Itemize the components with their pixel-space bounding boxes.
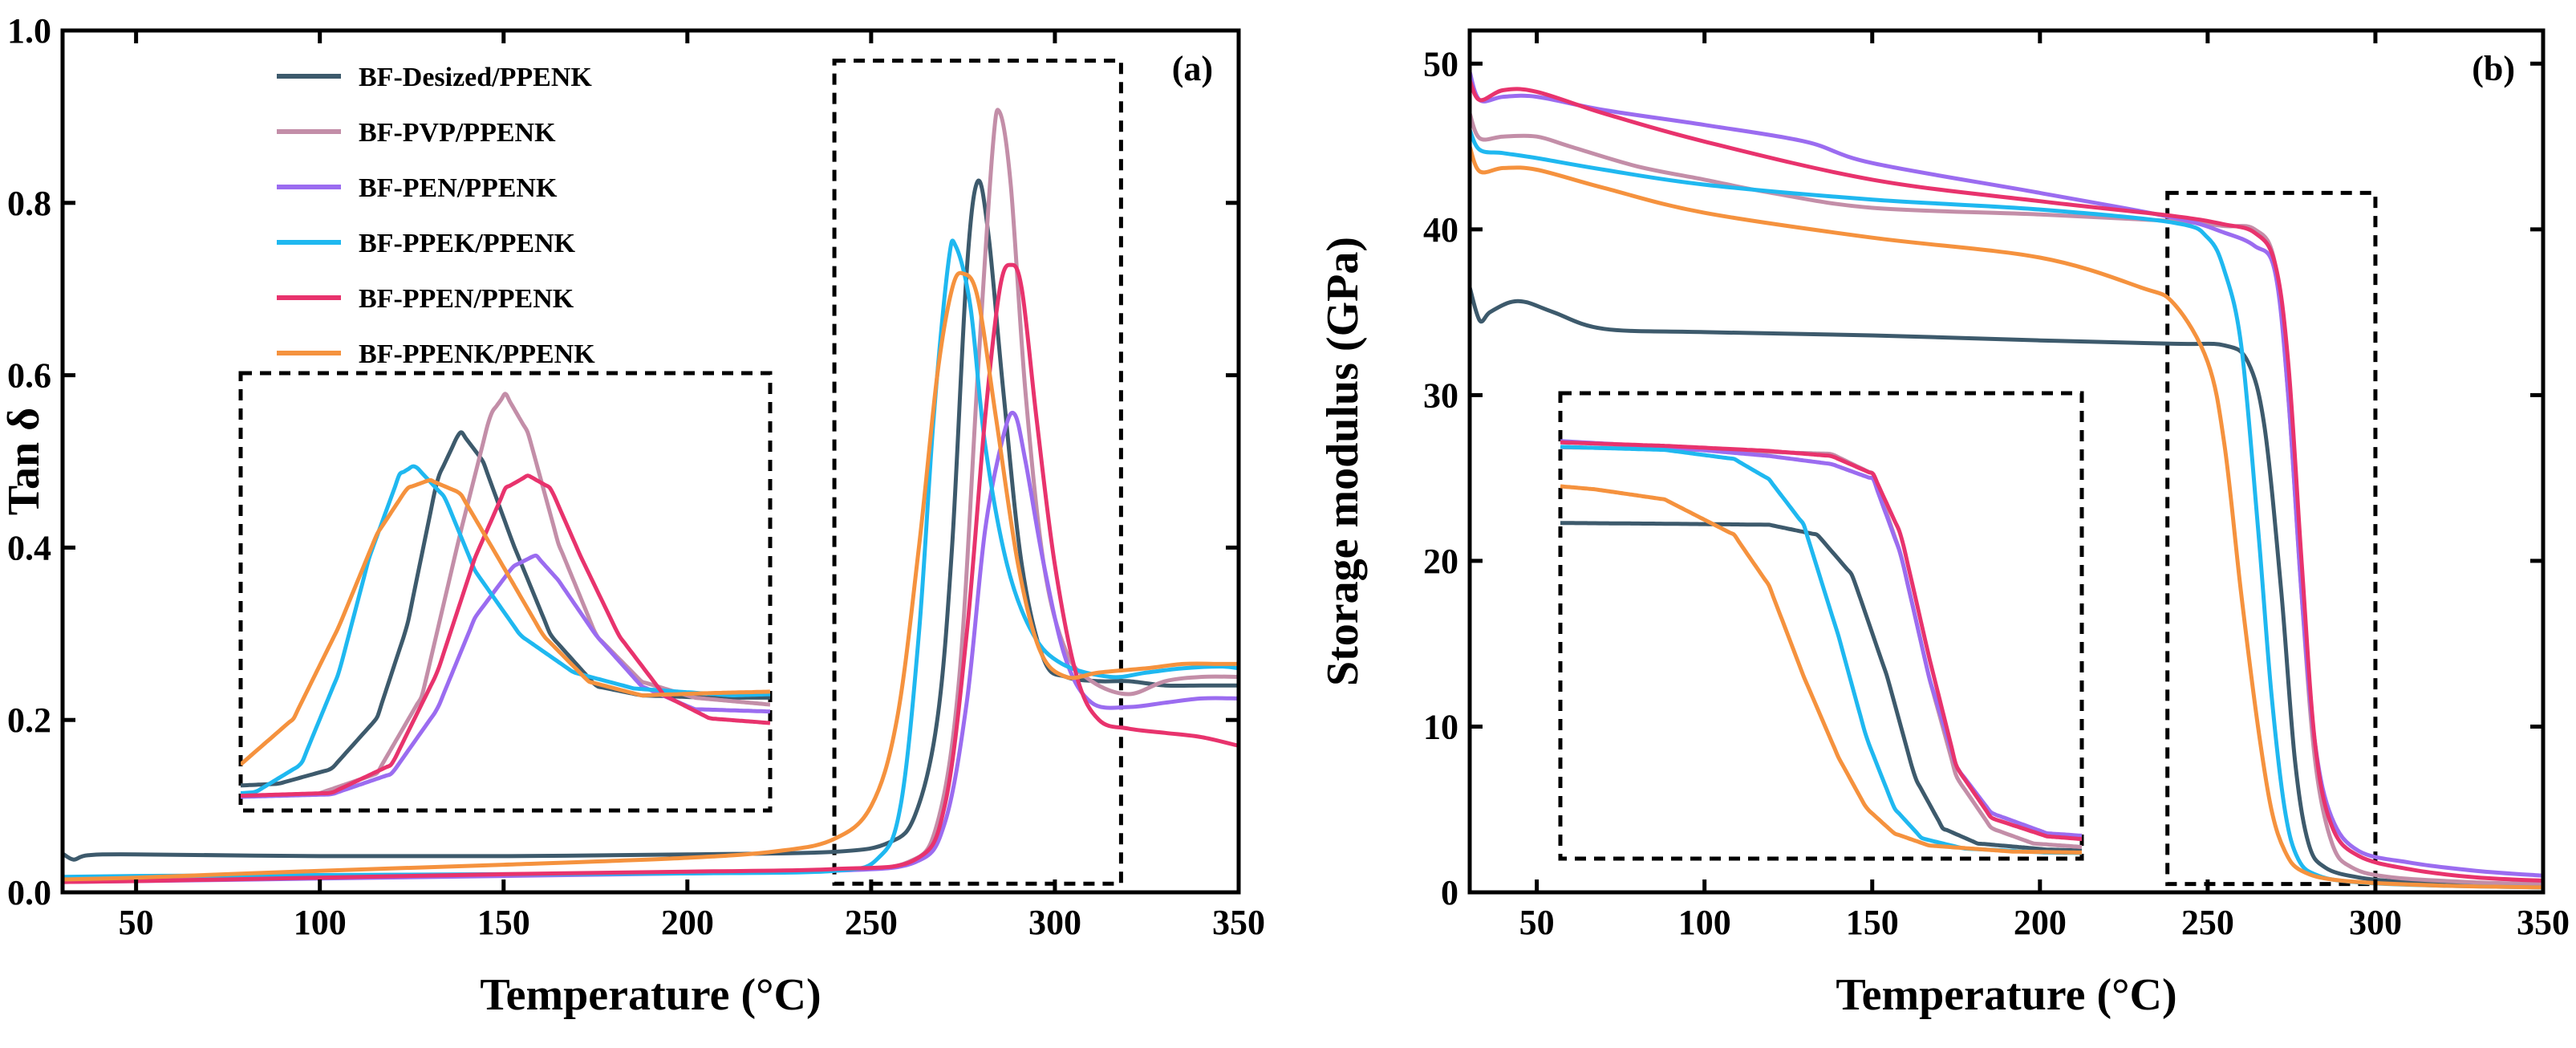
panel-b-series bbox=[1470, 71, 2543, 890]
panel-a-ticks: 50 100 150 200 250 300 350 0.0 0.2 0.4 0.6 0.8 1.0 bbox=[7, 11, 1265, 942]
panel-b-x-axis-title: Temperature (°C) bbox=[1836, 970, 2176, 1020]
panel-b-label: (b) bbox=[2472, 49, 2515, 88]
panel-a-series bbox=[63, 108, 1239, 884]
panel-a-inset-line-bf-desized-ppenk bbox=[241, 430, 770, 788]
panel-a-tan-delta: 50 100 150 200 250 300 350 0.0 0.2 0.4 0.6 0.8 1.0 B… bbox=[0, 11, 1265, 1020]
legend-item-bf-desized-ppenk: BF-Desized/PPENK bbox=[277, 63, 592, 92]
panel-b-inset-line-bf-ppen-ppenk bbox=[1560, 440, 2082, 842]
panel-a-x-tick-label: 150 bbox=[477, 903, 530, 942]
panel-a-x-axis-title: Temperature (°C) bbox=[480, 970, 821, 1020]
panel-b-highlight-layer bbox=[2165, 190, 2378, 887]
panel-a-y-tick-label: 0.8 bbox=[7, 184, 51, 223]
panel-a-inset-line-bf-ppenk-ppenk bbox=[241, 477, 770, 766]
panel-a-legend: BF-Desized/PPENK BF-PVP/PPENK BF-PEN/PPENK… bbox=[277, 63, 595, 369]
panel-a-inset-line-bf-ppen-ppenk bbox=[241, 473, 770, 798]
panel-a-inset-curves bbox=[241, 392, 770, 799]
panel-b-plot-frame bbox=[1467, 28, 2546, 895]
panel-a-y-tick-label: 0.4 bbox=[7, 528, 51, 567]
legend-item-bf-pvp-ppenk: BF-PVP/PPENK bbox=[277, 118, 556, 148]
panel-a-x-tick-label: 100 bbox=[294, 903, 347, 942]
legend-label: BF-PPEK/PPENK bbox=[359, 229, 576, 258]
panel-b-line-bf-ppek-ppenk bbox=[1470, 128, 2543, 890]
panel-b-inset-line-bf-desized-ppenk bbox=[1560, 521, 2082, 853]
panel-a-label: (a) bbox=[1172, 49, 1213, 88]
legend-item-bf-ppenk-ppenk: BF-PPENK/PPENK bbox=[277, 339, 595, 369]
legend-item-bf-pen-ppenk: BF-PEN/PPENK bbox=[277, 173, 558, 203]
panel-b-y-tick-label: 20 bbox=[1423, 542, 1458, 581]
panel-b-ticks: 50 100 150 200 250 300 350 0 10 20 30 40 50 bbox=[1423, 30, 2570, 942]
panel-a-line-bf-ppen-ppenk bbox=[63, 262, 1239, 884]
panel-b-line-bf-desized-ppenk bbox=[1470, 286, 2543, 890]
panel-b-x-tick-label: 300 bbox=[2349, 903, 2402, 942]
panel-b-x-tick-label: 350 bbox=[2517, 903, 2570, 942]
panel-a-y-tick-label: 1.0 bbox=[7, 11, 51, 51]
panel-b-series-lines bbox=[1470, 71, 2543, 890]
panel-a-inset bbox=[238, 371, 773, 813]
panel-a-x-tick-label: 50 bbox=[119, 903, 154, 942]
panel-a-series-lines bbox=[63, 108, 1239, 884]
panel-a-x-tick-label: 300 bbox=[1028, 903, 1081, 942]
panel-b-y-tick-label: 10 bbox=[1423, 707, 1458, 746]
panel-a-inset-frame bbox=[238, 371, 773, 813]
panel-a-x-tick-label: 200 bbox=[661, 903, 714, 942]
panel-b-storage-modulus: 50 100 150 200 250 300 350 0 10 20 30 40 50 (b) Temp… bbox=[1318, 28, 2570, 1020]
panel-b-x-tick-label: 50 bbox=[1519, 903, 1555, 942]
panel-b-line-bf-ppen-ppenk bbox=[1470, 79, 2543, 883]
legend-label: BF-PPEN/PPENK bbox=[359, 284, 574, 314]
panel-a-x-tick-label: 250 bbox=[845, 903, 898, 942]
panel-a-zoom-region-box bbox=[832, 59, 1123, 886]
panel-b-line-bf-ppenk-ppenk bbox=[1470, 145, 2543, 890]
panel-a-x-tick-label: 350 bbox=[1212, 903, 1265, 942]
panel-b-y-tick-label: 50 bbox=[1423, 44, 1458, 83]
panel-a-y-tick-label: 0.6 bbox=[7, 356, 51, 396]
panel-a-plot-frame bbox=[60, 28, 1241, 895]
legend-item-bf-ppen-ppenk: BF-PPEN/PPENK bbox=[277, 284, 574, 314]
panel-a-y-tick-label: 0.0 bbox=[7, 873, 51, 912]
legend-label: BF-PVP/PPENK bbox=[359, 118, 556, 148]
panel-b-y-tick-label: 40 bbox=[1423, 210, 1458, 250]
panel-a-y-tick-label: 0.2 bbox=[7, 701, 51, 740]
panel-b-line-bf-pvp-ppenk bbox=[1470, 112, 2543, 887]
panel-b-y-tick-label: 30 bbox=[1423, 376, 1458, 415]
panel-b-x-tick-label: 250 bbox=[2181, 903, 2234, 942]
panel-b-y-axis-title: Storage modulus (GPa) bbox=[1318, 237, 1368, 686]
panel-a-highlight-layer bbox=[832, 59, 1123, 886]
panel-b-y-tick-label: 0 bbox=[1441, 873, 1458, 912]
panel-b-inset bbox=[1558, 391, 2084, 861]
panel-b-x-tick-label: 200 bbox=[2014, 903, 2067, 942]
panel-b-line-bf-pen-ppenk bbox=[1470, 71, 2543, 878]
panel-a-y-axis-title: Tan δ bbox=[0, 408, 49, 515]
panel-a-line-bf-ppenk-ppenk bbox=[63, 270, 1239, 882]
panel-b-zoom-region-box bbox=[2165, 190, 2378, 887]
legend-label: BF-PPENK/PPENK bbox=[359, 339, 595, 369]
legend-label: BF-Desized/PPENK bbox=[359, 63, 592, 92]
panel-a-inset-line-bf-ppek-ppenk bbox=[241, 464, 770, 795]
panel-b-x-tick-label: 150 bbox=[1846, 903, 1899, 942]
panel-b-inset-curves bbox=[1560, 439, 2082, 855]
legend-label: BF-PEN/PPENK bbox=[359, 173, 558, 203]
panel-b-x-tick-label: 100 bbox=[1678, 903, 1731, 942]
panel-b-inset-frame bbox=[1558, 391, 2084, 861]
panel-b-inset-line-bf-ppenk-ppenk bbox=[1560, 484, 2082, 855]
legend-item-bf-ppek-ppenk: BF-PPEK/PPENK bbox=[277, 229, 576, 258]
